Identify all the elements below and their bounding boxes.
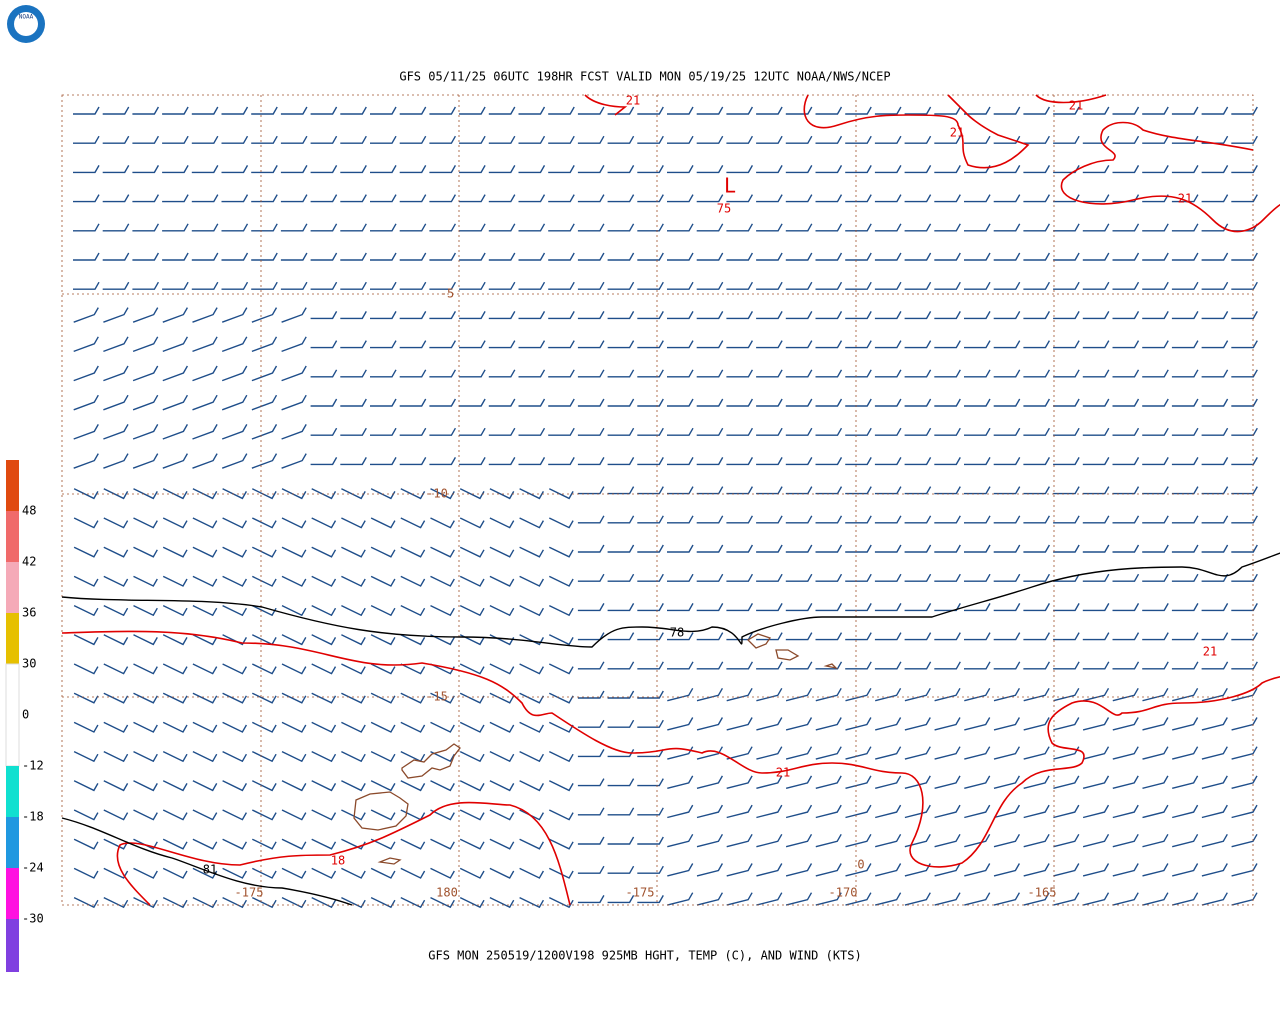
noaa-logo: NOAA <box>7 5 45 43</box>
footer-caption: GFS MON 250519/1200V198 925MB HGHT, TEMP… <box>428 949 861 963</box>
contour-label: 21 <box>1203 645 1217 659</box>
colorbar-label: -24 <box>22 861 44 875</box>
contour-label: 78 <box>670 626 684 640</box>
title: GFS 05/11/25 06UTC 198HR FCST VALID MON … <box>399 70 890 84</box>
lat-label: -15 <box>426 690 448 704</box>
contour-labels: 21 21 21 21 21 78 21 18 81 0 L 75 <box>203 94 1217 877</box>
colorbar-label: 42 <box>22 555 36 569</box>
logo-text: NOAA <box>19 14 34 21</box>
lon-label: -165 <box>1028 886 1057 900</box>
colorbar-label: -12 <box>22 759 44 773</box>
lon-label: -175 <box>235 886 264 900</box>
grid <box>61 94 1254 906</box>
temperature-contours <box>61 94 1280 906</box>
contour-label: 0 <box>857 858 864 872</box>
contour-label: 21 <box>776 766 790 780</box>
low-value: 75 <box>717 202 731 216</box>
colorbar-label: -18 <box>22 810 44 824</box>
contour-label: 21 <box>950 126 964 140</box>
colorbar-label: -30 <box>22 912 44 926</box>
low-symbol: L <box>724 174 736 198</box>
contour-label: 81 <box>203 863 217 877</box>
colorbar-label: 30 <box>22 657 36 671</box>
lon-label: -175 <box>626 886 655 900</box>
height-contours <box>61 552 1280 906</box>
contour-label: 21 <box>1178 192 1192 206</box>
lat-label: -5 <box>440 287 454 301</box>
wind-barbs <box>73 106 1258 909</box>
contour-label: 21 <box>1069 99 1083 113</box>
lat-label: -10 <box>426 487 448 501</box>
coastlines <box>353 633 838 865</box>
colorbar-label: 36 <box>22 606 36 620</box>
contour-label: 21 <box>626 94 640 108</box>
colorbar-label: 0 <box>22 708 29 722</box>
grid-labels: -5 -10 -15 -175 180 -175 -170 -165 <box>235 287 1057 900</box>
colorbar: 48 42 36 30 0 -12 -18 -24 -30 <box>5 460 44 972</box>
lon-label: -170 <box>829 886 858 900</box>
colorbar-label: 48 <box>22 504 36 518</box>
wind-barb-field <box>73 106 1258 909</box>
lon-label: 180 <box>436 886 458 900</box>
contour-label: 18 <box>331 854 345 868</box>
